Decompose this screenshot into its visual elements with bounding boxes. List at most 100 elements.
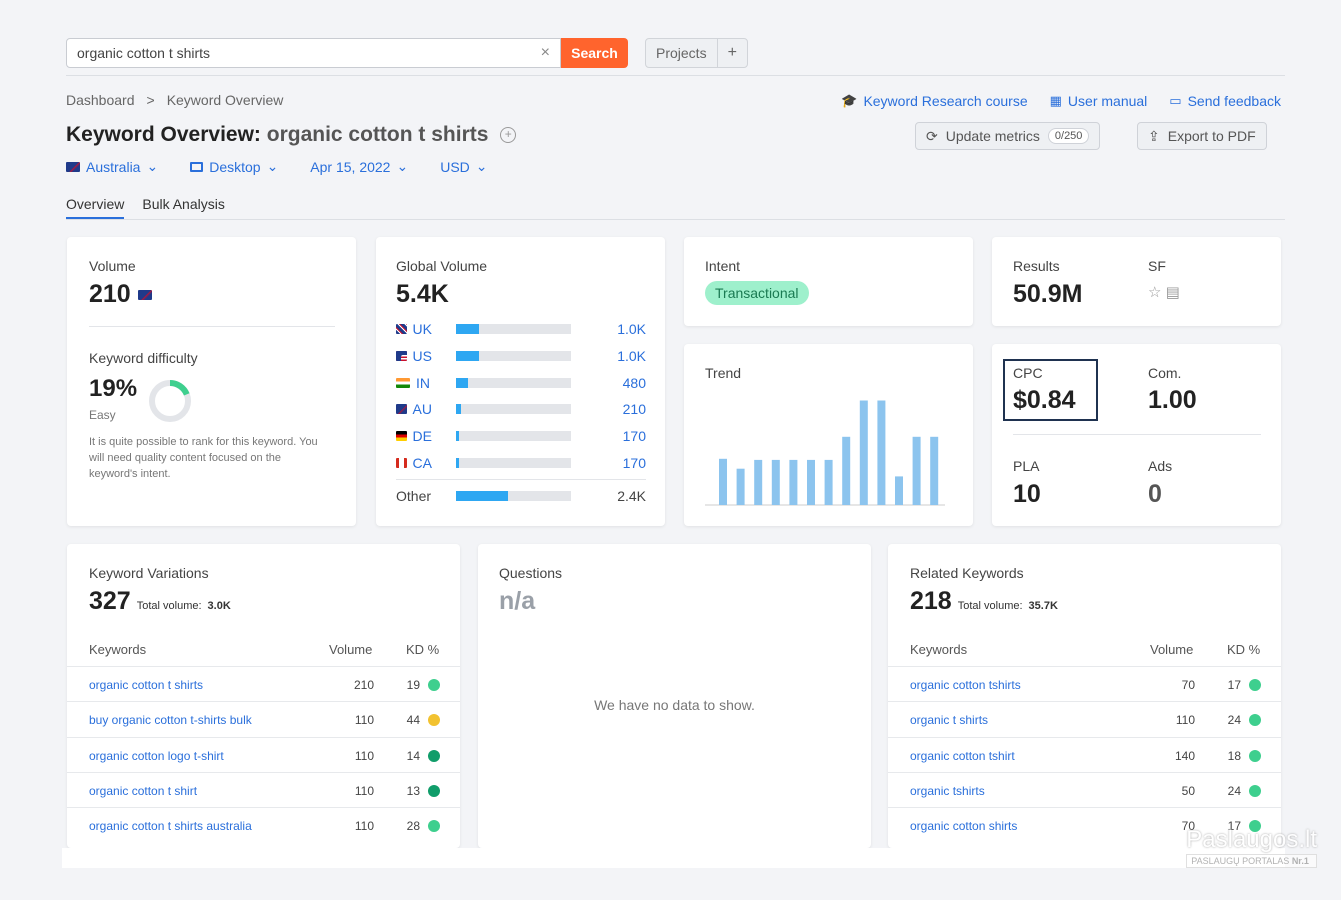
country-volume[interactable]: 1.0K	[617, 347, 646, 364]
australia-flag-icon	[137, 290, 152, 301]
country-volume[interactable]: 170	[622, 455, 646, 471]
keyword-kd: 17	[1227, 678, 1241, 692]
country-select[interactable]: Australia ⌄	[66, 158, 158, 175]
country-code[interactable]: IN	[396, 375, 432, 391]
trend-bar[interactable]	[789, 459, 798, 505]
search-button[interactable]: Search	[561, 38, 628, 68]
feedback-link-label: Send feedback	[1187, 93, 1281, 109]
kd-indicator	[1249, 820, 1261, 833]
trend-bar[interactable]	[912, 436, 921, 505]
trend-bar[interactable]	[930, 436, 939, 505]
cpc-card: CPC $0.84 Com. 1.00 PLA 10 Ads 0	[992, 344, 1281, 526]
country-code[interactable]: AU	[396, 401, 432, 417]
country-volume[interactable]: 170	[622, 428, 646, 445]
related-label: Related Keywords	[910, 565, 1024, 581]
search-input[interactable]: organic cotton t shirts ×	[66, 38, 561, 68]
related-keywords-card: Related Keywords 218 Total volume: 35.7K…	[888, 544, 1281, 848]
device-select[interactable]: Desktop ⌄	[190, 158, 278, 175]
trend-bar[interactable]	[824, 459, 833, 505]
country-flag-icon	[396, 324, 407, 334]
country-code[interactable]: UK	[396, 321, 432, 337]
keyword-kd: 28	[406, 819, 420, 834]
trend-card: Trend	[684, 344, 973, 526]
country-code-label: UK	[412, 321, 432, 337]
intent-badge: Transactional	[705, 281, 809, 305]
filters-bar: Australia ⌄ Desktop ⌄ Apr 15, 2022 ⌄ USD ⌄	[66, 158, 488, 175]
update-metrics-button[interactable]: ⟳ Update metrics 0/250	[915, 122, 1101, 150]
trend-bar[interactable]	[859, 400, 868, 506]
kd-indicator	[1249, 784, 1261, 797]
country-code[interactable]: CA	[396, 455, 432, 471]
keyword-kd: 13	[406, 783, 420, 798]
keyword-link[interactable]: organic cotton tshirt	[910, 748, 1015, 763]
volume-value: 210	[89, 280, 152, 309]
related-count[interactable]: 218	[910, 587, 952, 615]
manual-link[interactable]: ▦ User manual	[1050, 93, 1148, 109]
add-project-icon[interactable]: +	[716, 39, 747, 67]
trend-chart	[705, 400, 945, 506]
tab-overview[interactable]: Overview	[66, 196, 125, 219]
course-link[interactable]: 🎓 Keyword Research course	[841, 93, 1027, 109]
trend-bar[interactable]	[754, 459, 763, 505]
trend-bar[interactable]	[877, 400, 886, 506]
australia-flag-icon	[66, 161, 80, 172]
page-title-label: Keyword Overview:	[66, 123, 261, 146]
book-icon: ▦	[1049, 93, 1062, 108]
country-code-label: US	[412, 347, 432, 364]
keyword-variations-card: Keyword Variations 327 Total volume: 3.0…	[67, 544, 460, 848]
divider	[66, 75, 1285, 76]
pla-value[interactable]: 10	[1013, 480, 1041, 508]
keyword-link[interactable]: organic cotton shirts	[910, 819, 1018, 834]
variations-count[interactable]: 327	[89, 587, 131, 615]
country-code[interactable]: DE	[396, 428, 432, 444]
export-pdf-button[interactable]: ⇪ Export to PDF	[1137, 122, 1267, 150]
global-volume-card: Global Volume 5.4K UK 1.0K US 1.0K IN 480 AU 21…	[376, 237, 665, 526]
date-select[interactable]: Apr 15, 2022 ⌄	[310, 158, 408, 175]
trend-bar[interactable]	[842, 436, 851, 505]
keyword-link[interactable]: organic tshirts	[910, 783, 985, 798]
country-flag-icon	[396, 377, 410, 388]
keyword-kd: 14	[406, 748, 420, 763]
country-volume[interactable]: 480	[622, 374, 646, 391]
keyword-link[interactable]: organic cotton tshirts	[910, 678, 1021, 692]
trend-bar[interactable]	[807, 459, 815, 505]
country-code[interactable]: US	[396, 348, 432, 364]
country-volume[interactable]: 210	[622, 401, 646, 418]
sf-label: SF	[1148, 258, 1166, 274]
projects-button[interactable]: Projects	[656, 45, 707, 61]
country-volume[interactable]: 1.0K	[617, 321, 646, 337]
trend-bar[interactable]	[719, 458, 727, 505]
variations-summary: 327 Total volume: 3.0K	[89, 587, 231, 616]
keyword-link[interactable]: organic t shirts	[910, 713, 989, 728]
global-volume-value: 5.4K	[396, 280, 449, 308]
add-circle-icon[interactable]: +	[500, 127, 517, 143]
com-value: 1.00	[1148, 386, 1197, 414]
results-label: Results	[1013, 258, 1060, 274]
feedback-link[interactable]: ▭ Send feedback	[1169, 93, 1281, 109]
image-icon: ▤	[1165, 284, 1180, 301]
trend-bar[interactable]	[895, 476, 903, 505]
table-row: organic cotton t shirts australia 110 28	[67, 807, 460, 842]
currency-select[interactable]: USD ⌄	[440, 158, 487, 175]
col-volume: Volume	[329, 642, 373, 657]
kd-indicator	[428, 679, 440, 691]
keyword-link[interactable]: organic cotton t shirt	[89, 783, 198, 798]
kd-indicator	[1249, 749, 1261, 762]
intent-label: Intent	[705, 258, 741, 274]
country-code-label: IN	[416, 374, 430, 391]
keyword-link[interactable]: organic cotton logo t-shirt	[89, 748, 224, 763]
keyword-link[interactable]: organic cotton t shirts	[89, 678, 204, 692]
breadcrumb-dashboard[interactable]: Dashboard	[66, 92, 135, 108]
clear-icon[interactable]: ×	[540, 44, 550, 61]
watermark-tag-text: PASLAUGŲ PORTALAS	[1191, 856, 1290, 866]
col-kd: KD %	[1227, 642, 1261, 657]
keyword-kd: 17	[1227, 819, 1241, 834]
watermark-badge: Nr.1	[1291, 856, 1309, 866]
tab-bulk-analysis[interactable]: Bulk Analysis	[142, 196, 225, 212]
other-bar	[456, 491, 571, 501]
keyword-link[interactable]: organic cotton t shirts australia	[89, 819, 252, 834]
trend-bar[interactable]	[771, 459, 780, 505]
trend-bar[interactable]	[736, 468, 745, 505]
keyword-link[interactable]: buy organic cotton t-shirts bulk	[89, 713, 252, 728]
volume-bar-fill	[456, 404, 461, 415]
